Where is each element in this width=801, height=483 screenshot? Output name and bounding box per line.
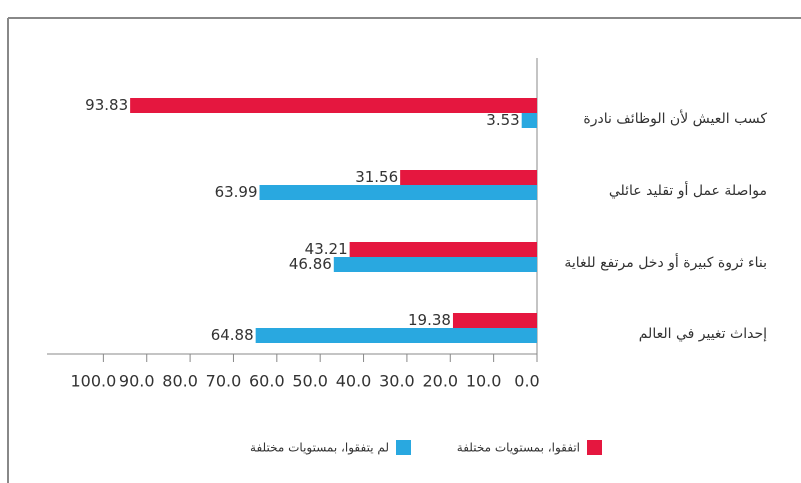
legend-swatch: [587, 440, 602, 455]
bar: [259, 185, 537, 200]
category-label: بناء ثروة كبيرة أو دخل مرتفع للغاية: [564, 253, 767, 271]
x-tick-label: 60.0: [249, 372, 285, 391]
legend-label: اتفقوا، بمستويات مختلفة: [457, 441, 580, 456]
value-label: 31.56: [355, 168, 398, 186]
bar: [400, 170, 537, 185]
bar: [521, 113, 537, 128]
bar: [349, 242, 537, 257]
category-label: كسب العيش لأن الوظائف نادرة: [583, 109, 767, 127]
x-tick-label: 50.0: [292, 372, 328, 391]
legend-swatch: [396, 440, 411, 455]
bar: [333, 257, 537, 272]
bar: [255, 328, 538, 343]
bar: [130, 98, 538, 113]
x-tick-label: 10.0: [466, 372, 502, 391]
legend-label: لم يتفقوا، بمستويات مختلفة: [250, 441, 389, 456]
value-label: 43.21: [305, 240, 348, 258]
value-label: 3.53: [486, 111, 519, 129]
x-tick-label: 90.0: [119, 372, 155, 391]
value-label: 64.88: [211, 326, 254, 344]
bar: [452, 313, 537, 328]
x-tick-label: 20.0: [422, 372, 458, 391]
x-tick-label: 30.0: [379, 372, 415, 391]
x-tick-label: 0.0: [514, 372, 539, 391]
value-label: 93.83: [85, 96, 128, 114]
value-label: 19.38: [408, 311, 451, 329]
x-tick-label: 100.0: [70, 372, 116, 391]
value-label: 46.86: [289, 255, 332, 273]
x-tick-label: 80.0: [162, 372, 198, 391]
category-label: إحداث تغيير في العالم: [639, 326, 767, 342]
value-label: 63.99: [215, 183, 258, 201]
x-tick-label: 70.0: [206, 372, 242, 391]
x-tick-label: 40.0: [336, 372, 372, 391]
category-label: مواصلة عمل أو تقليد عائلي: [609, 181, 767, 199]
